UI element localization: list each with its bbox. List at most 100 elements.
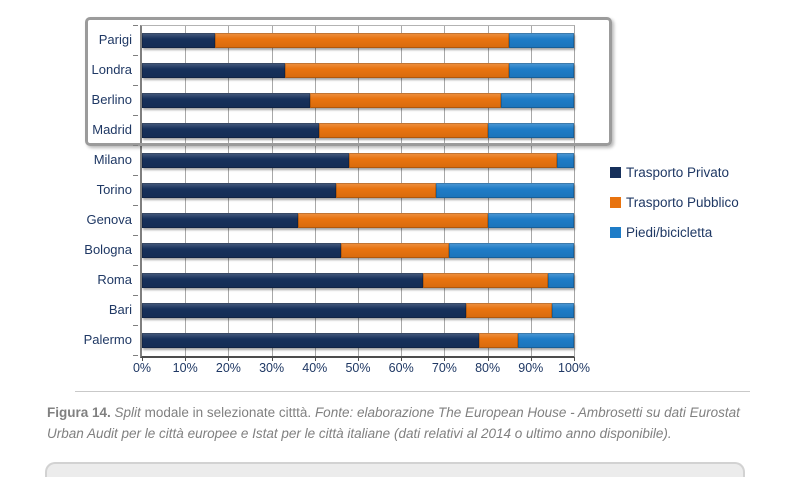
- bar-segment-milano-piedi-bicicletta: [556, 153, 574, 168]
- bar-segment-roma-trasporto-pubblico: [422, 273, 549, 288]
- category-label-palermo: Palermo: [83, 332, 132, 347]
- legend-item-piedi-bicicletta: Piedi/bicicletta: [610, 217, 739, 247]
- legend-item-trasporto-pubblico: Trasporto Pubblico: [610, 187, 739, 217]
- legend-label: Trasporto Pubblico: [626, 194, 739, 210]
- x-axis-tick-70pct: [444, 357, 446, 361]
- bar-stack-bologna: [142, 243, 574, 258]
- y-axis-tick-1: [133, 55, 138, 56]
- bar-row-bologna: [142, 236, 574, 266]
- bar-segment-madrid-trasporto-privato: [142, 123, 320, 138]
- x-axis-tick-50pct: [358, 357, 359, 361]
- category-label-madrid: Madrid: [92, 122, 132, 137]
- y-axis-tick-7: [133, 235, 138, 236]
- bar-segment-parigi-trasporto-pubblico: [215, 33, 510, 48]
- bar-segment-torino-piedi-bicicletta: [435, 183, 574, 198]
- bar-segment-roma-trasporto-privato: [142, 273, 423, 288]
- bar-stack-madrid: [142, 123, 574, 138]
- category-label-londra: Londra: [91, 62, 132, 77]
- y-axis-tick-3: [133, 115, 138, 116]
- y-axis-tick-8: [133, 265, 138, 266]
- bar-segment-madrid-piedi-bicicletta: [487, 123, 574, 138]
- bar-segment-madrid-trasporto-pubblico: [319, 123, 488, 138]
- bar-stack-torino: [142, 183, 574, 198]
- x-axis-label-50pct: 50%: [345, 361, 371, 375]
- bar-segment-londra-trasporto-privato: [142, 63, 285, 78]
- bar-segment-bologna-piedi-bicicletta: [448, 243, 574, 258]
- y-axis-tick-4: [133, 145, 138, 146]
- caption-title-rest: modale in selezionate citttà.: [144, 405, 315, 420]
- x-axis-label-100pct: 100%: [558, 361, 590, 375]
- x-axis-tick-100pct: [574, 357, 575, 361]
- y-axis-tick-10: [133, 325, 138, 326]
- category-label-parigi: Parigi: [98, 32, 132, 47]
- bar-stack-berlino: [142, 93, 574, 108]
- category-label-bologna: Bologna: [84, 242, 132, 257]
- bar-segment-berlino-piedi-bicicletta: [500, 93, 574, 108]
- bar-row-berlino: [142, 86, 574, 116]
- x-axis-tick-10pct: [185, 357, 187, 361]
- bar-segment-torino-trasporto-privato: [142, 183, 337, 198]
- bar-segment-londra-piedi-bicicletta: [509, 63, 574, 78]
- legend-item-trasporto-privato: Trasporto Privato: [610, 157, 739, 187]
- bar-stack-roma: [142, 273, 574, 288]
- legend-label: Trasporto Privato: [626, 164, 730, 180]
- x-axis-label-70pct: 70%: [431, 361, 457, 375]
- caption-fonte-line2: Urban Audit per le città europee e Istat…: [47, 425, 672, 441]
- bar-segment-parigi-piedi-bicicletta: [509, 33, 574, 48]
- bar-stack-parigi: [142, 33, 574, 48]
- bar-row-milano: [142, 146, 574, 176]
- bar-segment-bologna-trasporto-privato: [142, 243, 341, 258]
- legend-swatch-icon: [610, 166, 621, 178]
- y-axis-tick-6: [133, 205, 138, 206]
- bar-segment-genova-piedi-bicicletta: [487, 213, 574, 228]
- bar-segment-berlino-trasporto-pubblico: [310, 93, 501, 108]
- bar-segment-bologna-trasporto-pubblico: [340, 243, 449, 258]
- bar-stack-bari: [142, 303, 574, 318]
- bar-segment-roma-piedi-bicicletta: [548, 273, 574, 288]
- bar-segment-bari-trasporto-pubblico: [466, 303, 553, 318]
- category-label-berlino: Berlino: [91, 92, 132, 107]
- bar-stack-londra: [142, 63, 574, 78]
- bar-segment-torino-trasporto-pubblico: [336, 183, 436, 198]
- x-axis-tick-80pct: [487, 357, 489, 361]
- x-axis-tick-90pct: [530, 357, 532, 361]
- x-axis-label-40pct: 40%: [302, 361, 328, 375]
- x-axis-label-80pct: 80%: [475, 361, 501, 375]
- bar-segment-parigi-trasporto-privato: [142, 33, 216, 48]
- bar-segment-genova-trasporto-pubblico: [297, 213, 488, 228]
- y-axis-tick-0: [133, 25, 138, 26]
- x-axis-tick-0pct: [142, 357, 143, 361]
- plot-area: [140, 25, 575, 358]
- divider-line: [75, 391, 750, 392]
- category-label-roma: Roma: [97, 272, 132, 287]
- x-axis-label-60pct: 60%: [388, 361, 414, 375]
- category-label-genova: Genova: [86, 212, 132, 227]
- bar-segment-palermo-piedi-bicicletta: [517, 333, 574, 348]
- bar-row-palermo: [142, 326, 574, 356]
- y-axis-tick-11: [133, 355, 138, 356]
- x-axis-tick-40pct: [314, 357, 316, 361]
- y-axis-tick-2: [133, 85, 138, 86]
- bar-segment-berlino-trasporto-privato: [142, 93, 311, 108]
- chart-legend: Trasporto Privato Trasporto Pubblico Piedi…: [610, 157, 739, 247]
- x-axis-label-30pct: 30%: [259, 361, 285, 375]
- bar-row-genova: [142, 206, 574, 236]
- bar-row-madrid: [142, 116, 574, 146]
- x-axis-tick-20pct: [228, 357, 230, 361]
- x-axis-tick-60pct: [401, 357, 403, 361]
- bar-row-parigi: [142, 26, 574, 56]
- bar-row-londra: [142, 56, 574, 86]
- x-axis-label-20pct: 20%: [215, 361, 241, 375]
- figure-caption: Figura 14. Split modale in selezionate c…: [47, 403, 762, 445]
- figure-label: Figura 14.: [47, 405, 111, 420]
- bar-segment-milano-trasporto-privato: [142, 153, 350, 168]
- bar-stack-genova: [142, 213, 574, 228]
- caption-fonte-line1: Fonte: elaborazione The European House -…: [314, 405, 740, 420]
- bar-segment-palermo-trasporto-pubblico: [478, 333, 518, 348]
- bar-row-bari: [142, 296, 574, 326]
- x-axis-label-90pct: 90%: [518, 361, 544, 375]
- bar-row-torino: [142, 176, 574, 206]
- category-label-milano: Milano: [93, 152, 132, 167]
- caption-title-italic: Split: [114, 405, 141, 420]
